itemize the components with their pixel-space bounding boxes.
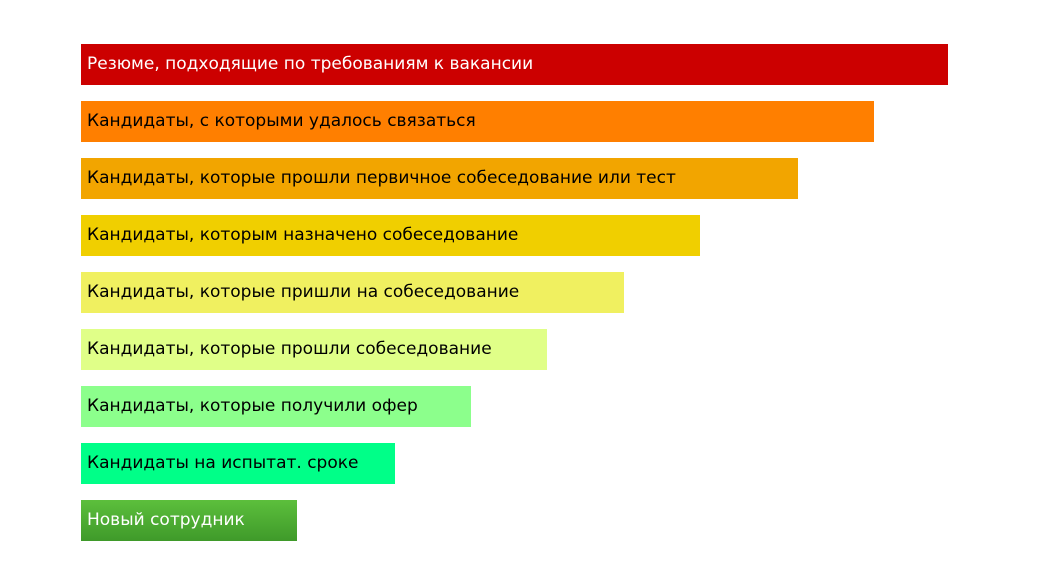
funnel-bar-label: Кандидаты, которые прошли собеседование (87, 339, 492, 359)
funnel-bar: Кандидаты, которые получили офер (81, 386, 471, 427)
funnel-bar: Кандидаты на испытат. сроке (81, 443, 395, 484)
funnel-bar: Кандидаты, которым назначено собеседован… (81, 215, 700, 256)
funnel-bar-label: Кандидаты, которые получили офер (87, 396, 418, 416)
funnel-bar-label: Кандидаты, которые пришли на собеседован… (87, 282, 520, 302)
funnel-bar: Кандидаты, которые пришли на собеседован… (81, 272, 624, 313)
funnel-bar-label: Кандидаты, которым назначено собеседован… (87, 225, 519, 245)
funnel-bar: Резюме, подходящие по требованиям к вака… (81, 44, 948, 85)
funnel-bar-label: Новый сотрудник (87, 510, 245, 530)
funnel-bar: Кандидаты, которые прошли первичное собе… (81, 158, 798, 199)
funnel-bar: Кандидаты, с которыми удалось связаться (81, 101, 874, 142)
funnel-bar-label: Резюме, подходящие по требованиям к вака… (87, 54, 534, 74)
funnel-bar: Кандидаты, которые прошли собеседование (81, 329, 547, 370)
funnel-bar-label: Кандидаты, с которыми удалось связаться (87, 111, 476, 131)
funnel-bar: Новый сотрудник (81, 500, 297, 541)
funnel-bar-label: Кандидаты на испытат. сроке (87, 453, 359, 473)
funnel-bar-label: Кандидаты, которые прошли первичное собе… (87, 168, 676, 188)
